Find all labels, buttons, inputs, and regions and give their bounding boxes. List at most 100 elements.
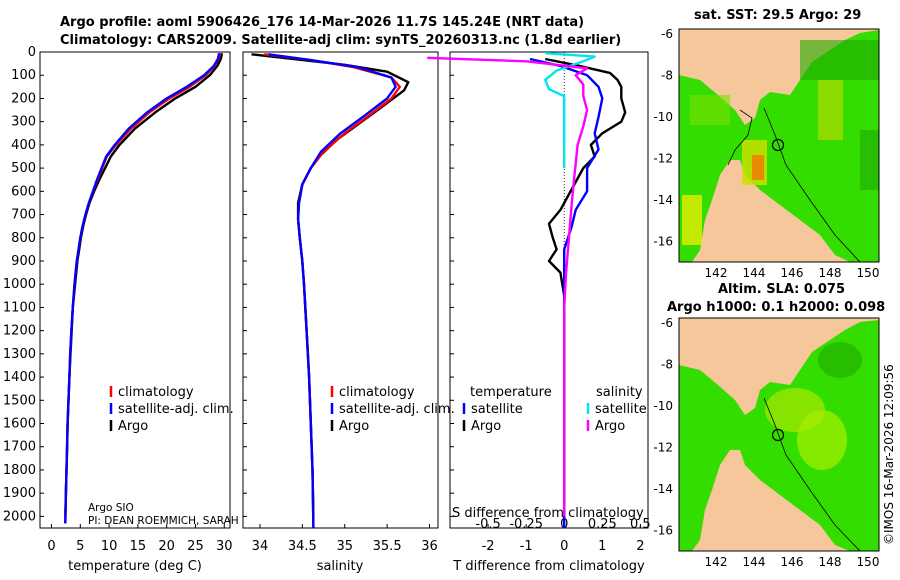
xtick-label: 20: [158, 539, 175, 554]
xtick-label: 0: [560, 539, 568, 554]
salinity-xlabel: salinity: [317, 559, 364, 574]
ytick-label: 1800: [3, 463, 36, 478]
map-xtick-label: 150: [857, 555, 880, 569]
series-argo: [251, 53, 410, 517]
map-xtick-label: 144: [743, 555, 766, 569]
xtick-label: 34.5: [288, 539, 317, 554]
series-satellite-adj-clim-: [268, 53, 397, 529]
xtick-label: 1: [598, 539, 606, 554]
map-ytick-label: -12: [653, 151, 673, 165]
xtick-label: 35: [336, 539, 353, 554]
xtick-label: 30: [216, 539, 233, 554]
legend-temperature-title: temperature: [470, 385, 552, 400]
xtick-label: 10: [101, 539, 118, 554]
temperature-xlabel: temperature (deg C): [68, 559, 202, 574]
map-ytick-label: -6: [661, 316, 673, 330]
legend-climatology: climatology: [118, 385, 194, 400]
map-ytick-label: -10: [653, 110, 673, 124]
ytick-label: 1400: [3, 370, 36, 385]
xtick-label: 25: [187, 539, 204, 554]
map-xtick-label: 148: [819, 266, 842, 280]
salinity-legend: climatology satellite-adj. clim. Argo: [330, 385, 455, 434]
argo-location-marker: [771, 138, 785, 152]
sla-map-title: Altim. SLA: 0.075: [718, 282, 845, 297]
legend-t-argo: Argo: [471, 419, 501, 434]
ytick-label: 2000: [3, 509, 36, 524]
sla-map: [678, 317, 880, 552]
map-ytick-label: -16: [653, 234, 673, 248]
ytick-label: 500: [11, 161, 36, 176]
difference-legend: temperature salinity satellite Argo sate…: [462, 385, 647, 434]
temperature-panel: [39, 51, 231, 529]
ytick-label: 1300: [3, 347, 36, 362]
map-xtick-label: 142: [705, 555, 728, 569]
map-ytick-label: -14: [653, 482, 673, 496]
legend-s-satellite: satellite: [595, 402, 647, 417]
imos-credit: ©IMOS 16-Mar-2026 12:09:56: [882, 364, 896, 545]
map-ytick-label: -14: [653, 193, 673, 207]
sst-map: [678, 28, 880, 263]
ytick-label: 1200: [3, 324, 36, 339]
ytick-label: 1500: [3, 393, 36, 408]
ytick-label: 900: [11, 254, 36, 269]
map-xtick-label: 142: [705, 266, 728, 280]
top-xtick-label: 0.5: [630, 517, 651, 532]
top-xtick-label: 0.25: [588, 517, 617, 532]
salinity-panel: [242, 51, 439, 529]
note-pi: PI: DEAN ROEMMICH, SARAH: [88, 515, 239, 527]
xtick-label: 0: [47, 539, 55, 554]
map-xtick-label: 148: [819, 555, 842, 569]
ytick-label: 1100: [3, 300, 36, 315]
xtick-label: 36: [421, 539, 438, 554]
ytick-label: 800: [11, 231, 36, 246]
map-ytick-label: -16: [653, 523, 673, 537]
xtick-label: -1: [520, 539, 533, 554]
ytick-label: 300: [11, 115, 36, 130]
map-ytick-label: -12: [653, 440, 673, 454]
legend-t-satellite: satellite: [471, 402, 523, 417]
xtick-label: 35.5: [373, 539, 402, 554]
series-climatology: [264, 53, 401, 529]
xtick-label: 5: [76, 539, 84, 554]
legend-salinity-title: salinity: [596, 385, 643, 400]
note-argo-sio: Argo SIO: [88, 502, 134, 514]
legend-argo: Argo: [118, 419, 148, 434]
map-xtick-label: 150: [857, 266, 880, 280]
ytick-label: 0: [28, 45, 36, 60]
series-salinity-satellite: [544, 52, 596, 169]
map-xtick-label: 146: [781, 266, 804, 280]
xtick-label: -2: [482, 539, 495, 554]
difference-panel: [449, 51, 649, 529]
series-temperature-argo: [544, 57, 627, 517]
legend-argo-s: Argo: [339, 419, 369, 434]
temperature-legend: climatology satellite-adj. clim. Argo: [109, 385, 234, 434]
map-ytick-label: -8: [661, 68, 673, 82]
ytick-label: 1000: [3, 277, 36, 292]
top-xtick-label: -0.5: [475, 517, 500, 532]
legend-s-argo: Argo: [595, 419, 625, 434]
ytick-label: 1900: [3, 486, 36, 501]
plot-title-line1: Argo profile: aoml 5906426_176 14-Mar-20…: [60, 15, 585, 30]
map-xtick-label: 144: [743, 266, 766, 280]
xtick-label: 15: [130, 539, 147, 554]
xtick-label: 2: [636, 539, 644, 554]
legend-satellite-adj: satellite-adj. clim.: [118, 402, 234, 417]
ytick-label: 100: [11, 68, 36, 83]
xtick-label: 34: [252, 539, 269, 554]
series-satellite-adj-clim-: [64, 52, 221, 524]
plot-title-line2: Climatology: CARS2009. Satellite-adj cli…: [60, 33, 622, 48]
sst-map-title: sat. SST: 29.5 Argo: 29: [694, 8, 862, 23]
series-salinity-argo: [427, 56, 589, 517]
ytick-label: 1600: [3, 417, 36, 432]
map-xtick-label: 146: [781, 555, 804, 569]
ytick-label: 400: [11, 138, 36, 153]
map-ytick-label: -10: [653, 399, 673, 413]
legend-satellite-adj-s: satellite-adj. clim.: [339, 402, 455, 417]
ytick-label: 1700: [3, 440, 36, 455]
argo-location-marker-2: [771, 428, 785, 442]
ytick-label: 600: [11, 184, 36, 199]
series-argo: [64, 52, 224, 517]
argo-height-title: Argo h1000: 0.1 h2000: 0.098: [667, 300, 886, 315]
legend-climatology-s: climatology: [339, 385, 415, 400]
